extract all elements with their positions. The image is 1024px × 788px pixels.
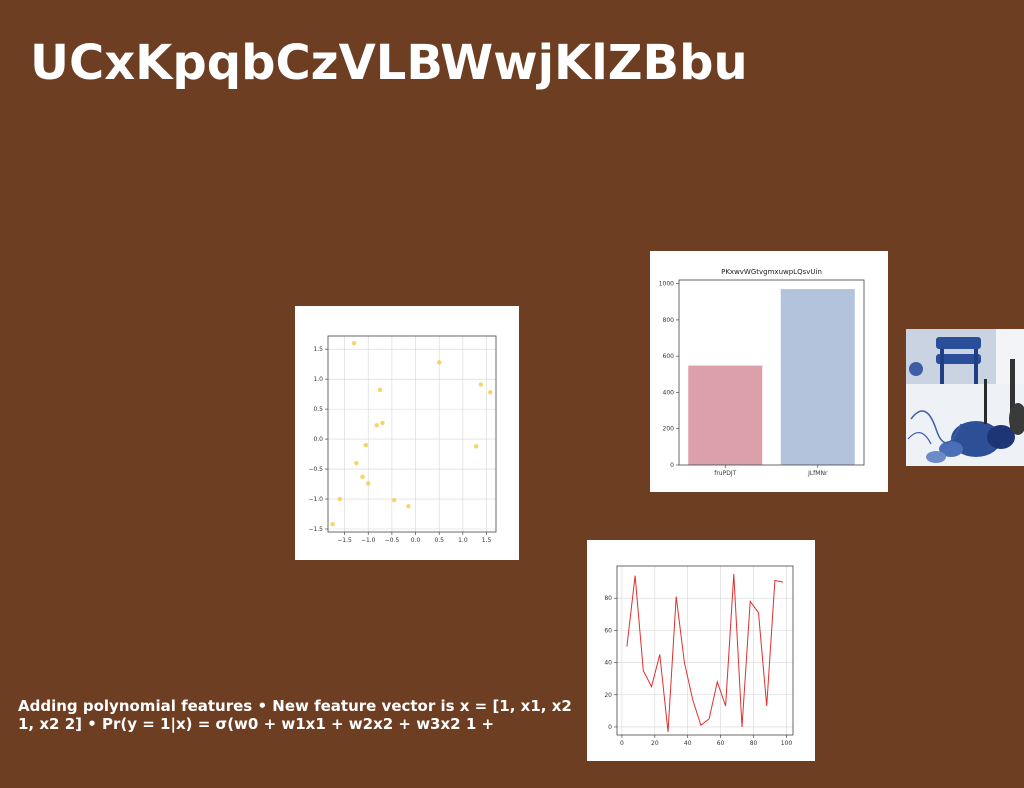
scatter-point xyxy=(330,522,335,527)
line-chart: 0 20 40 60 80 100 0 20 40 60 80 xyxy=(604,565,794,747)
scatter-point xyxy=(354,460,359,466)
scatter-point xyxy=(392,498,397,503)
line-x-tick-label: 100 xyxy=(781,740,793,747)
scatter-x-tick-label: 1.0 xyxy=(458,537,468,544)
scatter-point xyxy=(363,442,369,448)
line-x-tick-label: 0 xyxy=(620,740,624,747)
scatter-point xyxy=(406,504,411,509)
scatter-point xyxy=(337,496,343,502)
scatter-chart: −1.5 −1.0 −0.5 0.0 0.5 1.0 1.5 −1.5 −1.0 −0.5 0.0 0… xyxy=(308,335,497,544)
bar-plot-frame xyxy=(678,279,865,466)
line-y-tick-label: 60 xyxy=(604,627,612,634)
scatter-x-tick-label: −1.5 xyxy=(337,537,352,544)
slide-title: UCxKpqbCzVLBWwjKlZBbu xyxy=(30,35,748,91)
scatter-y-tick-label: −1.0 xyxy=(308,496,323,503)
slide-caption: Adding polynomial features • New feature… xyxy=(18,697,572,733)
scatter-point xyxy=(360,474,365,480)
bar-category-label: fruPDJT xyxy=(714,470,736,477)
scatter-point xyxy=(351,340,357,346)
scatter-x-tick-label: 1.5 xyxy=(482,537,492,544)
line-y-tick-label: 40 xyxy=(604,660,612,667)
scatter-point xyxy=(380,420,385,426)
scatter-chart-panel: −1.5 −1.0 −0.5 0.0 0.5 1.0 1.5 −1.5 −1.0 −0.5 0.0 0… xyxy=(295,306,519,560)
bar xyxy=(688,365,763,465)
scatter-point xyxy=(478,382,484,387)
dining-table-photo xyxy=(906,329,1024,466)
scatter-y-tick-label: 0.5 xyxy=(313,406,323,413)
bar-y-tick-label: 200 xyxy=(663,426,675,433)
line-chart-panel: 0 20 40 60 80 100 0 20 40 60 80 xyxy=(587,540,815,761)
line-series xyxy=(626,573,784,732)
bar-y-tick-label: 400 xyxy=(663,389,675,396)
scatter-x-tick-label: −1.0 xyxy=(361,537,376,544)
bar-chart-panel: PKxwvWGtvgmxuwpLQsvUin 0 200 400 600 800 1000 f… xyxy=(650,251,888,492)
scatter-y-tick-label: −1.5 xyxy=(308,526,323,533)
dining-table-photo-image xyxy=(906,329,1024,466)
scatter-y-tick-label: 1.5 xyxy=(313,346,323,353)
scatter-x-tick-label: 0.0 xyxy=(411,537,421,544)
bar-chart-title: PKxwvWGtvgmxuwpLQsvUin xyxy=(721,268,822,276)
line-y-tick-label: 20 xyxy=(604,692,612,699)
scatter-y-tick-label: −0.5 xyxy=(308,466,323,473)
bar-category-label: JLfMNr xyxy=(807,470,828,477)
scatter-point xyxy=(473,444,479,449)
scatter-y-tick-label: 0.0 xyxy=(313,436,323,443)
bar-chart: PKxwvWGtvgmxuwpLQsvUin 0 200 400 600 800 1000 f… xyxy=(659,268,865,477)
line-x-tick-label: 20 xyxy=(651,740,659,747)
bar-y-tick-label: 800 xyxy=(663,317,675,324)
bar xyxy=(780,289,855,465)
line-y-tick-label: 80 xyxy=(604,595,612,602)
scatter-x-tick-label: 0.5 xyxy=(434,537,444,544)
scatter-point xyxy=(488,390,493,395)
bar-y-tick-label: 600 xyxy=(663,353,675,360)
bar-y-tick-label: 1000 xyxy=(659,281,674,288)
line-x-tick-label: 80 xyxy=(750,740,758,747)
scatter-point xyxy=(374,423,379,428)
scatter-y-tick-label: 1.0 xyxy=(313,376,323,383)
scatter-x-tick-label: −0.5 xyxy=(385,537,400,544)
scatter-plot-frame xyxy=(327,335,497,533)
line-x-tick-label: 60 xyxy=(717,740,725,747)
line-y-tick-label: 0 xyxy=(608,724,612,731)
scatter-point xyxy=(437,360,442,365)
line-plot-frame xyxy=(616,565,794,736)
scatter-point xyxy=(377,387,383,393)
bar-y-tick-label: 0 xyxy=(670,462,674,469)
line-x-tick-label: 40 xyxy=(684,740,692,747)
scatter-point xyxy=(366,481,371,486)
